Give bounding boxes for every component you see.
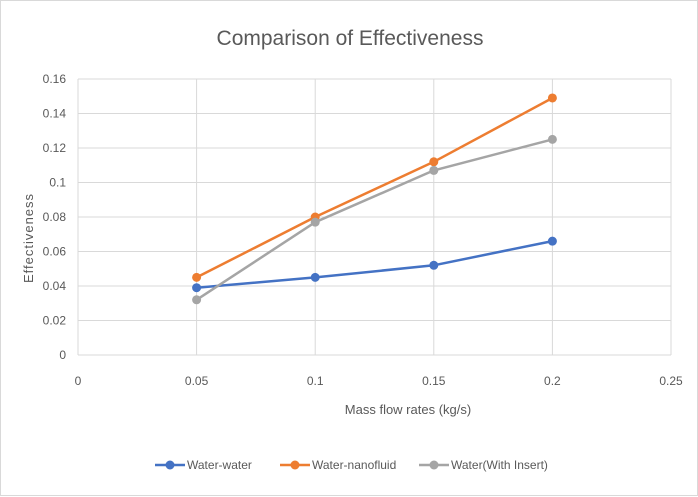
legend-dot-marker — [290, 460, 300, 470]
x-tick-label: 0 — [75, 374, 82, 388]
chart-title: Comparison of Effectiveness — [217, 27, 484, 50]
y-tick-label: 0 — [59, 348, 66, 362]
data-point — [192, 272, 202, 282]
legend-label: Water(With Insert) — [451, 458, 548, 472]
x-tick-label: 0.25 — [659, 374, 683, 388]
x-axis-tick-labels: 0 0.05 0.1 0.15 0.2 0.25 — [75, 374, 683, 388]
x-tick-label: 0.15 — [422, 374, 446, 388]
series-line — [196, 96, 553, 279]
x-tick-label: 0.1 — [307, 374, 324, 388]
data-point — [547, 236, 557, 246]
gridlines — [77, 78, 672, 356]
series-water-water — [192, 236, 557, 293]
data-point — [429, 165, 439, 175]
legend-entry: Water(With Insert) — [419, 458, 548, 472]
legend-entry: Water-water — [155, 458, 252, 472]
series-water-with-insert — [192, 134, 557, 305]
y-tick-label: 0.06 — [43, 245, 67, 259]
y-tick-label: 0.1 — [49, 176, 66, 190]
y-tick-label: 0.12 — [43, 141, 67, 155]
data-point — [192, 295, 202, 305]
data-point — [310, 217, 320, 227]
data-point — [547, 134, 557, 144]
series-line — [195, 138, 553, 301]
data-point — [429, 260, 439, 270]
y-tick-label: 0.08 — [43, 210, 67, 224]
x-tick-label: 0.2 — [544, 374, 561, 388]
y-tick-label: 0.16 — [43, 72, 67, 86]
legend-dot-marker — [429, 460, 439, 470]
y-axis-label: Effectiveness — [21, 193, 36, 283]
x-tick-label: 0.05 — [185, 374, 209, 388]
y-axis-tick-labels: 0 0.02 0.04 0.06 0.08 0.1 0.12 0.14 0.16 — [43, 72, 67, 362]
data-point — [429, 157, 439, 167]
y-tick-label: 0.02 — [43, 314, 67, 328]
data-point — [310, 272, 320, 282]
series-layer — [192, 93, 557, 305]
legend: Water-water Water-nanofluid Water(With Ins… — [155, 458, 548, 472]
legend-label: Water-water — [187, 458, 252, 472]
legend-dot-marker — [165, 460, 175, 470]
data-point — [192, 283, 202, 293]
data-point — [547, 93, 557, 103]
y-tick-label: 0.14 — [43, 107, 67, 121]
x-axis-label: Mass flow rates (kg/s) — [345, 402, 471, 417]
legend-entry: Water-nanofluid — [280, 458, 396, 472]
legend-label: Water-nanofluid — [312, 458, 396, 472]
y-tick-label: 0.04 — [43, 279, 67, 293]
series-water-nanofluid — [192, 93, 557, 282]
series-line — [196, 239, 553, 289]
